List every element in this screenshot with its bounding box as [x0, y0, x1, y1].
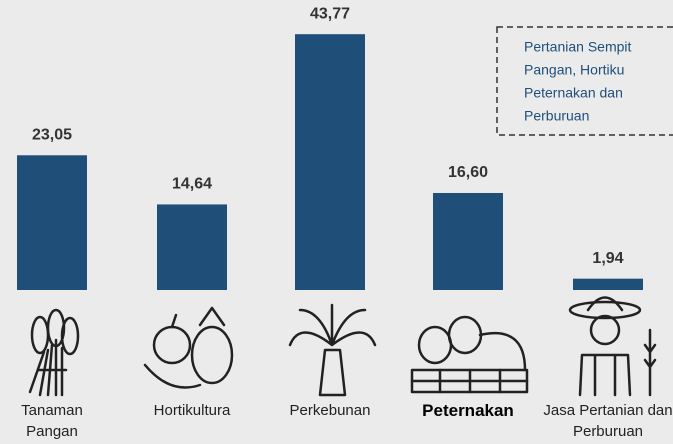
bar — [157, 204, 227, 290]
infographic: 23,05 14,64 43,77 16,60 1,94 Pertanian Sempit… — [0, 0, 673, 444]
wheat-icon — [30, 310, 78, 395]
bar — [573, 279, 643, 290]
chart: 23,05 14,64 43,77 16,60 1,94 Pertanian Sempit… — [0, 0, 673, 444]
category-label: Perkebunan — [270, 400, 390, 421]
category-label: Jasa Pertanian dan Perburuan — [543, 400, 673, 442]
value-label: 43,77 — [310, 5, 350, 22]
palm-icon — [290, 305, 375, 395]
value-label: 16,60 — [448, 164, 488, 181]
annotation-text: Peternakan dan — [524, 85, 623, 101]
fruit-icon — [145, 308, 232, 388]
annotation-text: Pertanian Sempit — [524, 39, 632, 55]
cattle-icon — [412, 317, 527, 392]
category-label: Tanaman Pangan — [12, 400, 92, 442]
value-label: 23,05 — [32, 127, 72, 144]
farmer-icon — [570, 298, 655, 396]
bar — [295, 34, 365, 290]
annotation-text: Perburuan — [524, 108, 589, 124]
bar — [433, 193, 503, 290]
category-label: Hortikultura — [132, 400, 252, 421]
annotation-text: Pangan, Hortiku — [524, 62, 624, 78]
category-label: Peternakan — [398, 400, 538, 421]
value-label: 1,94 — [592, 250, 623, 267]
bar — [17, 155, 87, 290]
value-label: 14,64 — [172, 176, 212, 193]
icons — [30, 298, 655, 396]
